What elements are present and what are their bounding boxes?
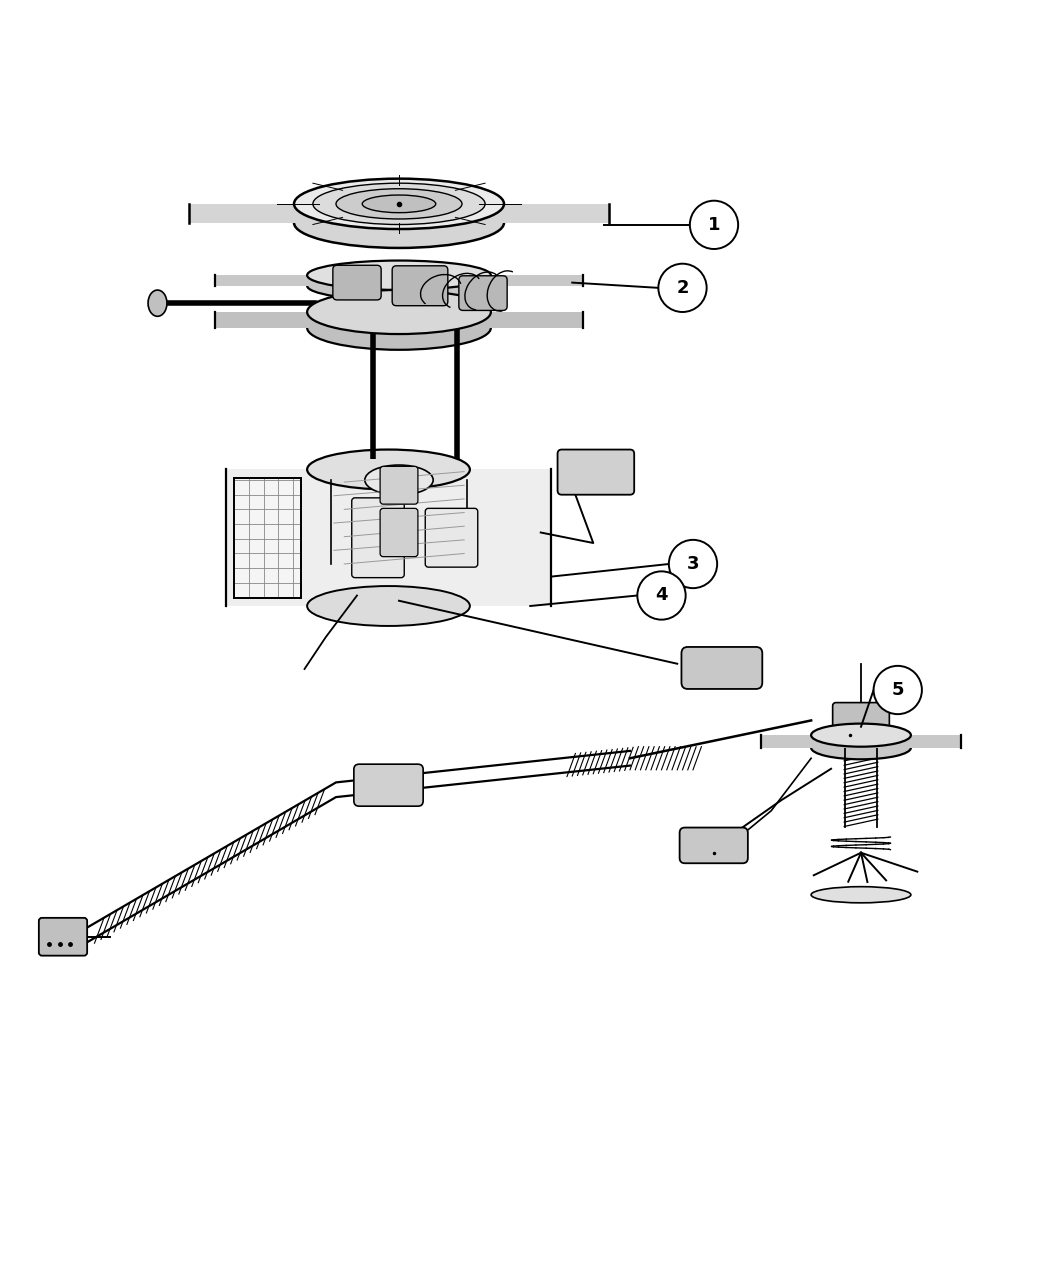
Circle shape — [690, 200, 738, 249]
Polygon shape — [761, 736, 961, 747]
Text: 1: 1 — [708, 215, 720, 233]
FancyBboxPatch shape — [679, 827, 748, 863]
Ellipse shape — [313, 184, 485, 224]
FancyBboxPatch shape — [681, 646, 762, 688]
Polygon shape — [189, 204, 609, 223]
FancyBboxPatch shape — [459, 275, 507, 310]
FancyBboxPatch shape — [393, 265, 447, 306]
Text: 4: 4 — [655, 586, 668, 604]
Polygon shape — [226, 469, 551, 606]
Ellipse shape — [362, 195, 436, 213]
FancyBboxPatch shape — [380, 467, 418, 504]
FancyBboxPatch shape — [833, 703, 889, 738]
FancyBboxPatch shape — [425, 509, 478, 567]
FancyBboxPatch shape — [354, 764, 423, 806]
FancyBboxPatch shape — [333, 265, 381, 300]
Ellipse shape — [307, 272, 491, 301]
Ellipse shape — [336, 189, 462, 219]
Ellipse shape — [307, 586, 470, 626]
Ellipse shape — [294, 179, 504, 230]
Text: 2: 2 — [676, 279, 689, 297]
Polygon shape — [215, 275, 583, 286]
Circle shape — [658, 264, 707, 312]
Ellipse shape — [811, 724, 911, 747]
Ellipse shape — [307, 260, 491, 289]
Ellipse shape — [811, 736, 911, 760]
Circle shape — [637, 571, 686, 620]
Ellipse shape — [364, 465, 434, 495]
Ellipse shape — [307, 450, 470, 490]
Ellipse shape — [294, 198, 504, 247]
Circle shape — [669, 539, 717, 588]
FancyBboxPatch shape — [39, 918, 87, 956]
FancyBboxPatch shape — [352, 497, 404, 578]
Text: 5: 5 — [891, 681, 904, 699]
Ellipse shape — [148, 289, 167, 316]
Ellipse shape — [307, 289, 491, 334]
FancyBboxPatch shape — [558, 450, 634, 495]
Ellipse shape — [333, 265, 465, 286]
Ellipse shape — [811, 886, 911, 903]
Ellipse shape — [307, 306, 491, 349]
Circle shape — [874, 666, 922, 714]
Polygon shape — [234, 478, 301, 598]
FancyBboxPatch shape — [380, 509, 418, 557]
Text: 3: 3 — [687, 555, 699, 572]
Polygon shape — [215, 312, 583, 328]
